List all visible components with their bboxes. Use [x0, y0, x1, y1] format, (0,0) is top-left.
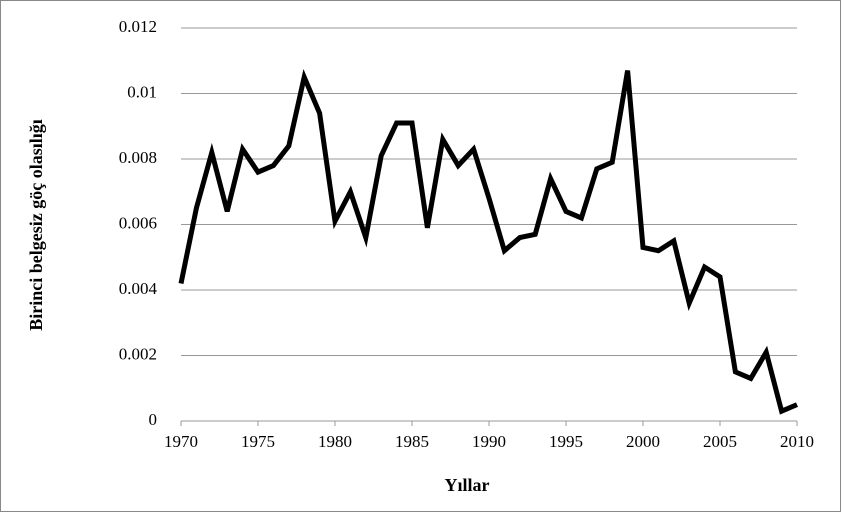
x-tick-label: 1970 — [164, 432, 198, 451]
y-tick-label: 0.004 — [119, 279, 158, 298]
x-tick-label: 1985 — [395, 432, 429, 451]
x-axis-label: Yıllar — [445, 475, 490, 495]
x-tick-label: 1980 — [318, 432, 352, 451]
y-tick-label: 0.006 — [119, 213, 157, 232]
y-axis-label: Birinci belgesiz göç olasılığı — [26, 119, 46, 330]
y-tick-label: 0 — [149, 410, 158, 429]
y-tick-label: 0.002 — [119, 344, 157, 363]
y-tick-label: 0.008 — [119, 148, 157, 167]
y-tick-label: 0.012 — [119, 17, 157, 36]
x-tick-label: 2000 — [626, 432, 660, 451]
y-tick-label: 0.01 — [127, 82, 157, 101]
x-tick-label: 2010 — [780, 432, 814, 451]
x-tick-label: 1995 — [549, 432, 583, 451]
x-tick-label: 2005 — [703, 432, 737, 451]
data-line — [178, 69, 798, 415]
x-tick-label: 1975 — [241, 432, 275, 451]
x-tick-label: 1990 — [472, 432, 506, 451]
